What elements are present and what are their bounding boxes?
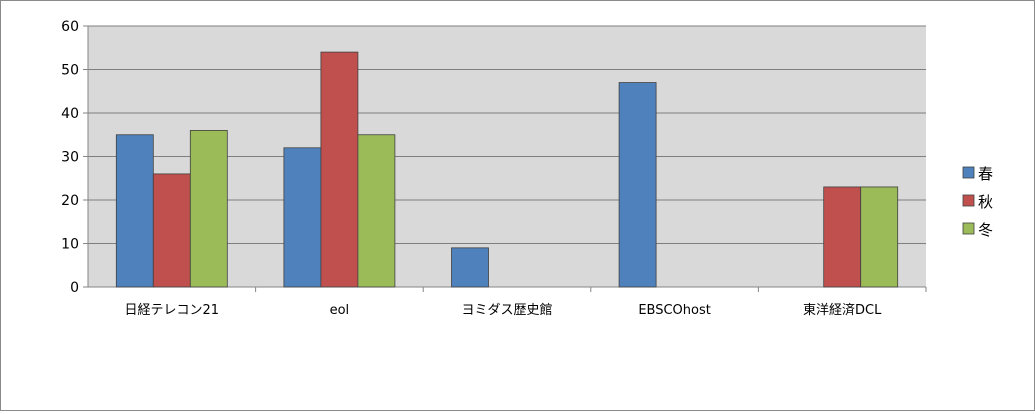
legend-swatch: [962, 166, 975, 179]
legend-label: 秋: [978, 193, 993, 211]
legend-label: 冬: [978, 221, 993, 239]
y-tick-label: 50: [61, 63, 79, 79]
legend-swatch: [962, 194, 975, 207]
x-tick-label: EBSCOhost: [638, 303, 711, 318]
legend-swatch: [962, 222, 975, 235]
bar-1-4: [618, 82, 657, 288]
x-tick-label: eol: [330, 303, 350, 318]
y-tick-label: 60: [61, 19, 79, 35]
y-tick-label: 0: [70, 280, 79, 296]
bar-1-1: [115, 134, 154, 288]
bar-3-5: [860, 186, 899, 288]
bar-2-5: [823, 186, 862, 288]
y-tick-label: 10: [61, 237, 79, 253]
x-tick-label: 日経テレコン21: [125, 303, 220, 318]
x-tick-label: 東洋経済DCL: [803, 302, 882, 318]
bar-1-3: [451, 247, 489, 288]
bar-2-2: [320, 51, 359, 288]
y-tick-label: 20: [61, 193, 79, 209]
legend: 春秋冬: [962, 165, 993, 239]
bar-3-2: [357, 134, 396, 288]
bar-2-1: [152, 173, 191, 288]
y-tick-label: 30: [61, 150, 79, 166]
x-tick-label: ヨミダス歴史館: [461, 303, 552, 318]
plot-area: 0 10 20 30 40 50 60 日経テレコン21 eol ヨミダス歴史館 EBSCOhost…: [61, 19, 927, 318]
bar-1-2: [283, 147, 322, 288]
bar-3-1: [189, 129, 228, 288]
legend-label: 春: [978, 165, 993, 183]
y-tick-label: 40: [61, 106, 79, 122]
